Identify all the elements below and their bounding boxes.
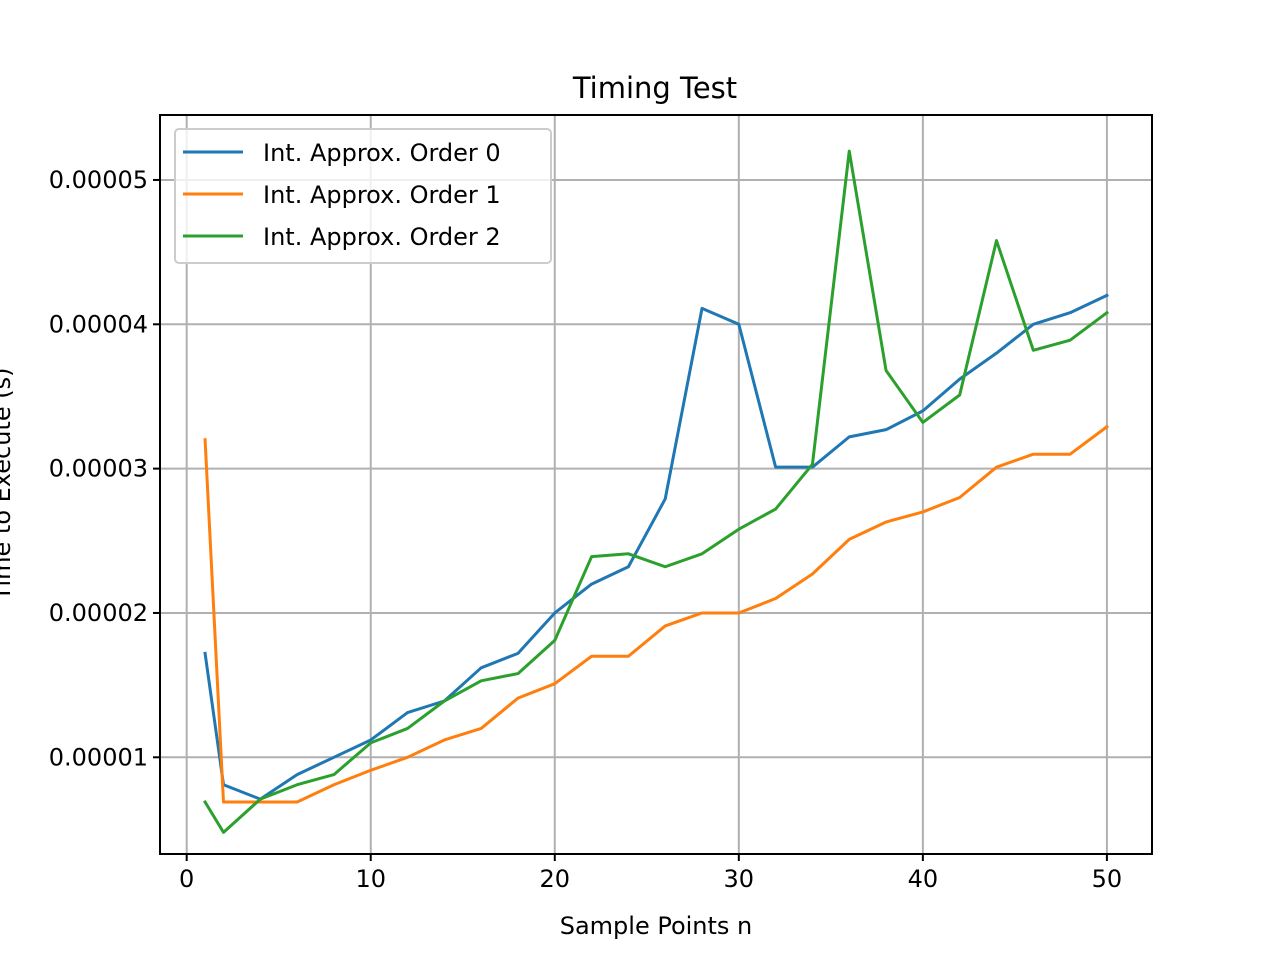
plot-frame [159, 114, 1153, 855]
series-line-order-2 [203, 149, 1110, 834]
x-axis-label: Sample Points n [560, 912, 753, 940]
legend-box [174, 128, 552, 264]
legend-entry-label: Int. Approx. Order 1 [263, 181, 501, 209]
legend-entry-label: Int. Approx. Order 0 [263, 139, 501, 167]
series-line-order-1 [203, 424, 1110, 804]
x-tick-label: 50 [1092, 865, 1123, 893]
y-axis-ticks: 0.00001 0.00002 0.00003 0.00004 0.00005 [49, 166, 160, 771]
legend: Int. Approx. Order 0 Int. Approx. Order 1… [174, 128, 552, 264]
x-tick-label: 10 [355, 865, 386, 893]
series-lines [203, 149, 1110, 834]
y-tick-label: 0.00004 [49, 310, 148, 338]
chart-title: Timing Test [572, 71, 737, 105]
y-tick-label: 0.00005 [49, 166, 148, 194]
y-tick-label: 0.00002 [49, 599, 148, 627]
y-tick-label: 0.00001 [49, 743, 148, 771]
y-tick-label: 0.00003 [49, 455, 148, 483]
x-axis-ticks: 0 10 20 30 40 50 [179, 854, 1122, 893]
x-tick-label: 40 [908, 865, 939, 893]
series-line-order-0 [203, 293, 1109, 801]
y-axis-label: Time to Execute (s) [0, 368, 16, 602]
x-tick-label: 20 [540, 865, 571, 893]
grid [160, 115, 1152, 854]
legend-entry-label: Int. Approx. Order 2 [263, 223, 501, 251]
x-tick-label: 0 [179, 865, 194, 893]
x-tick-label: 30 [724, 865, 755, 893]
